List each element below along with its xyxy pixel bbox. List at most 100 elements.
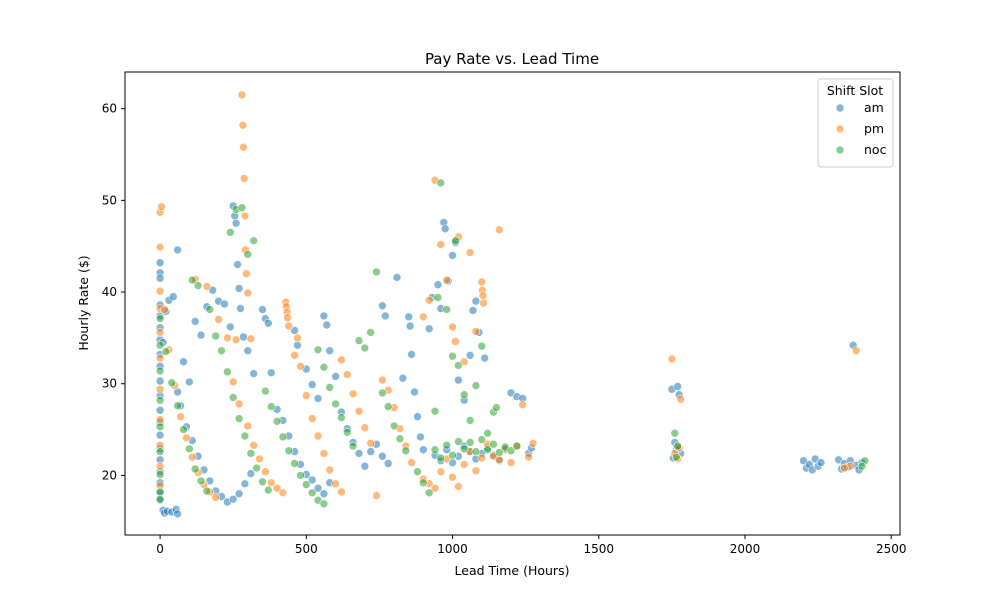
point-noc-79 (430, 445, 440, 455)
point-noc-32 (252, 463, 261, 473)
point-pm-59 (337, 487, 346, 497)
point-am-85 (331, 372, 340, 381)
point-noc-69 (448, 351, 457, 361)
point-pm-48 (283, 313, 292, 323)
point-noc-81 (442, 440, 452, 450)
point-am-30 (173, 245, 182, 255)
point-am-83 (322, 320, 332, 330)
point-pm-88 (494, 225, 504, 234)
point-pm-87 (479, 298, 488, 308)
point-pm-3 (155, 286, 165, 296)
point-pm-23 (202, 282, 212, 291)
series-pm (155, 90, 861, 502)
point-am-48 (240, 479, 250, 489)
point-pm-66 (372, 491, 381, 500)
point-pm-35 (246, 334, 256, 344)
point-noc-12 (179, 425, 188, 434)
point-pm-21 (211, 493, 220, 502)
point-pm-7 (155, 384, 165, 394)
point-am-49 (246, 469, 256, 478)
point-noc-17 (188, 275, 197, 285)
point-noc-27 (223, 367, 232, 377)
point-am-96 (380, 311, 390, 321)
point-noc-11 (173, 401, 182, 411)
point-am-2 (155, 273, 165, 283)
point-am-31 (179, 357, 188, 367)
point-pm-55 (313, 431, 323, 441)
point-noc-7 (155, 487, 165, 497)
point-am-57 (233, 260, 242, 269)
legend-box (817, 78, 894, 168)
point-pm-40 (255, 454, 264, 464)
point-pm-10 (155, 461, 165, 471)
point-pm-76 (436, 240, 446, 249)
legend: Shift Slot am pm noc (817, 78, 894, 168)
point-pm-67 (378, 375, 387, 385)
point-am-29 (169, 292, 178, 301)
point-am-32 (185, 377, 194, 387)
series-am (155, 201, 867, 519)
point-am-103 (413, 412, 422, 422)
point-am-117 (465, 350, 475, 360)
point-am-89 (354, 449, 364, 458)
point-noc-18 (193, 281, 203, 290)
point-noc-95 (673, 441, 683, 451)
point-am-98 (398, 373, 408, 383)
point-noc-1 (155, 340, 165, 350)
point-noc-43 (307, 488, 317, 498)
point-noc-25 (243, 250, 253, 259)
point-noc-22 (226, 228, 235, 237)
point-noc-86 (471, 447, 481, 456)
point-am-95 (378, 301, 387, 311)
point-noc-58 (383, 402, 393, 411)
point-pm-51 (293, 333, 302, 343)
point-pm-34 (243, 288, 253, 298)
point-pm-52 (296, 361, 305, 371)
point-pm-12 (160, 305, 169, 314)
point-noc-14 (190, 464, 200, 474)
point-am-113 (448, 251, 457, 260)
point-am-105 (418, 445, 428, 455)
point-noc-28 (228, 393, 238, 402)
point-am-102 (410, 387, 419, 397)
point-noc-98 (857, 461, 867, 471)
point-am-115 (454, 375, 463, 385)
point-pm-54 (307, 414, 317, 423)
point-noc-60 (395, 434, 405, 444)
point-pm-94 (448, 472, 457, 482)
point-am-143 (673, 382, 683, 391)
point-noc-82 (448, 450, 457, 460)
point-noc-38 (278, 432, 288, 442)
x-axis-label: Lead Time (Hours) (455, 563, 570, 578)
point-noc-36 (266, 402, 276, 411)
legend-marker-am (835, 103, 845, 113)
point-pm-56 (319, 449, 329, 458)
point-noc-13 (185, 444, 194, 454)
point-am-62 (249, 369, 258, 378)
point-noc-0 (155, 314, 165, 323)
point-noc-41 (296, 471, 305, 480)
legend-marker-noc (835, 145, 845, 155)
point-pm-84 (477, 277, 487, 287)
point-am-99 (404, 312, 414, 322)
point-am-81 (313, 394, 323, 403)
point-noc-54 (360, 343, 370, 353)
point-noc-15 (196, 476, 206, 486)
point-pm-99 (477, 453, 487, 463)
point-pm-28 (238, 120, 248, 130)
point-noc-57 (378, 388, 387, 398)
point-noc-52 (348, 441, 358, 451)
point-pm-91 (430, 483, 440, 493)
chart-title: Pay Rate vs. Lead Time (425, 50, 599, 68)
point-am-46 (228, 494, 238, 504)
point-am-94 (383, 459, 393, 468)
point-pm-102 (494, 455, 504, 465)
point-noc-73 (465, 416, 475, 425)
point-noc-63 (418, 478, 428, 488)
x-tick-label-1000: 1000 (437, 542, 468, 556)
point-noc-33 (258, 477, 267, 487)
point-am-154 (816, 458, 826, 467)
point-pm-44 (278, 488, 288, 498)
point-am-58 (234, 284, 244, 293)
